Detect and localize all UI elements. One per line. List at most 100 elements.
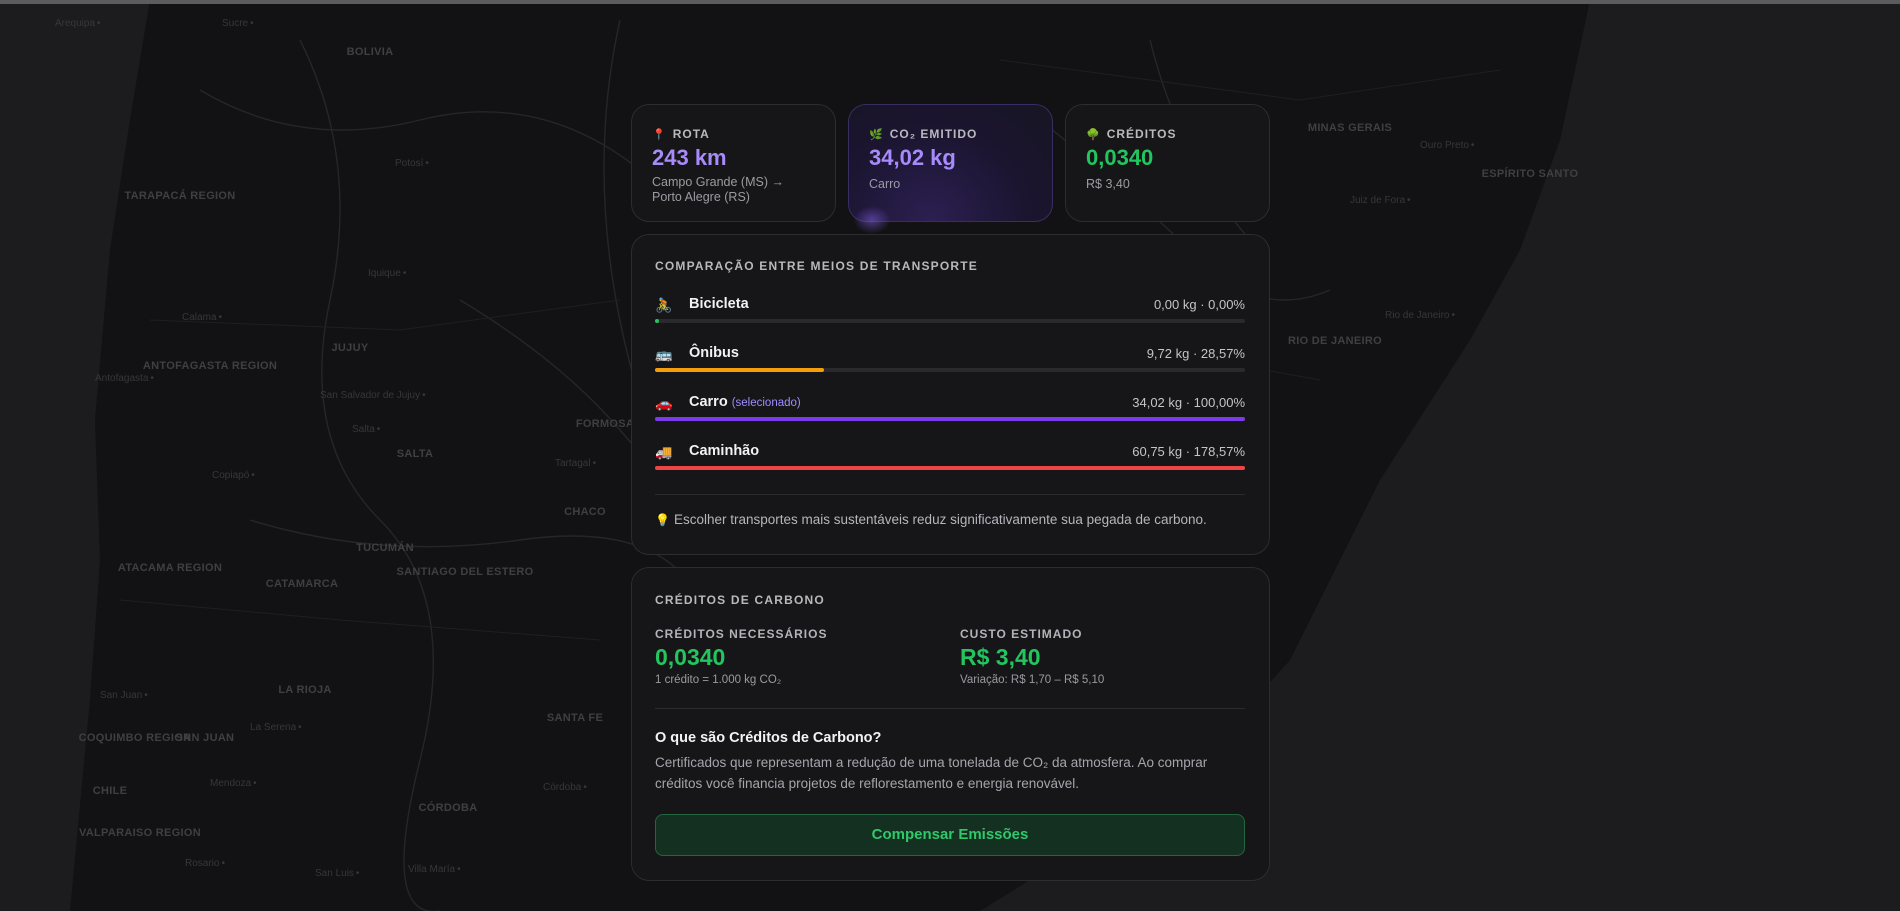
map-city-label: La Serena	[250, 722, 302, 734]
bicycle-icon: 🚴	[655, 297, 673, 313]
map-region-label: CATAMARCA	[265, 578, 339, 590]
map-region-label: ATACAMA REGION	[117, 562, 223, 574]
estimated-cost-value: R$ 3,40	[960, 644, 1041, 670]
credits-label: 🌳 CRÉDITOS	[1086, 127, 1177, 141]
map-city-label: Tartagal	[555, 458, 596, 470]
transport-mode-row[interactable]: 🚚 Caminhão 60,75 kg · 178,57%	[655, 443, 1245, 480]
map-region-label: JUJUY	[331, 342, 369, 354]
map-region-label: LA RIOJA	[278, 684, 332, 696]
map-region-label: MINAS GERAIS	[1307, 122, 1393, 134]
emission-bar-track	[655, 319, 1245, 323]
map-region-label: RIO DE JANEIRO	[1287, 335, 1383, 347]
route-label: 📍 ROTA	[652, 127, 710, 141]
leaf-icon: 🌿	[869, 129, 884, 141]
map-city-label: Córdoba	[543, 782, 587, 794]
map-city-label: San Salvador de Jujuy	[320, 390, 426, 402]
map-city-label: San Juan	[100, 690, 148, 702]
co2-value: 34,02 kg	[869, 145, 956, 170]
route-endpoints: Campo Grande (MS) → Porto Alegre (RS)	[652, 175, 784, 204]
map-top-strip	[0, 0, 1900, 4]
lightbulb-icon: 💡	[655, 513, 670, 527]
carbon-title: CRÉDITOS DE CARBONO	[655, 593, 825, 607]
bus-icon: 🚌	[655, 346, 673, 362]
map-region-label: SAN JUAN	[175, 732, 235, 744]
map-region-label: ESPÍRITO SANTO	[1481, 168, 1579, 180]
map-city-label: Salta	[352, 424, 380, 436]
map-region-label: TARAPACÁ REGION	[124, 190, 236, 202]
transport-mode-name: Caminhão	[689, 443, 760, 459]
map-region-label: COQUIMBO REGION	[78, 732, 192, 744]
emission-bar-track	[655, 466, 1245, 470]
emission-bar-track	[655, 417, 1245, 421]
emission-bar-track	[655, 368, 1245, 372]
map-city-label: Rosario	[185, 858, 225, 870]
emission-bar-fill	[655, 417, 1245, 421]
map-region-label: CHILE	[92, 785, 128, 797]
map-region-label: ANTOFAGASTA REGION	[142, 360, 278, 372]
carbon-credits-card: CRÉDITOS DE CARBONO CRÉDITOS NECESSÁRIOS…	[631, 567, 1270, 881]
estimated-cost-label: CUSTO ESTIMADO	[960, 627, 1083, 641]
comparison-divider	[655, 494, 1245, 495]
what-are-credits-title: O que são Créditos de Carbono?	[655, 730, 882, 746]
map-region-label: TUCUMÁN	[356, 542, 414, 554]
map-city-label: Calama	[182, 312, 222, 324]
tree-icon: 🌳	[1086, 129, 1101, 141]
map-region-label: VALPARAISO REGION	[78, 827, 202, 839]
route-card: 📍 ROTA 243 km Campo Grande (MS) → Porto A…	[631, 104, 836, 222]
emission-bar-fill	[655, 466, 1245, 470]
co2-card: 🌿 CO₂ EMITIDO 34,02 kg Carro	[848, 104, 1053, 222]
route-distance: 243 km	[652, 145, 727, 170]
credits-needed-value: 0,0340	[655, 644, 726, 670]
map-region-label: CÓRDOBA	[418, 802, 478, 814]
credits-cost: R$ 3,40	[1086, 177, 1130, 191]
comparison-title: COMPARAÇÃO ENTRE MEIOS DE TRANSPORTE	[655, 259, 978, 273]
map-region-label: SANTIAGO DEL ESTERO	[396, 566, 534, 578]
transport-mode-name: Ônibus	[689, 345, 739, 361]
credits-card: 🌳 CRÉDITOS 0,0340 R$ 3,40	[1065, 104, 1270, 222]
map-region-label: SANTA FE	[546, 712, 604, 724]
co2-transport: Carro	[869, 177, 901, 191]
truck-icon: 🚚	[655, 444, 673, 460]
map-region-label: CHACO	[564, 506, 606, 518]
map-region-label: FORMOSA	[575, 418, 635, 430]
map-city-label: San Luis	[315, 868, 359, 880]
pin-icon: 📍	[652, 129, 667, 141]
map-city-label: Juiz de Fora	[1350, 195, 1411, 207]
co2-label: 🌿 CO₂ EMITIDO	[869, 127, 978, 141]
selection-glow	[853, 206, 891, 234]
transport-mode-row[interactable]: 🚌 Ônibus 9,72 kg · 28,57%	[655, 345, 1245, 382]
transport-mode-emission: 9,72 kg · 28,57%	[1146, 346, 1245, 361]
map-city-label: Potosí	[395, 158, 429, 170]
map-city-label: Antofagasta	[95, 373, 154, 385]
map-region-label: SALTA	[396, 448, 434, 460]
carbon-divider	[655, 708, 1245, 709]
transport-mode-row[interactable]: 🚴 Bicicleta 0,00 kg · 0,00%	[655, 296, 1245, 333]
selected-tag: (selecionado)	[731, 397, 801, 409]
transport-mode-emission: 60,75 kg · 178,57%	[1132, 444, 1245, 459]
sustainability-tip: 💡 Escolher transportes mais sustentáveis …	[655, 512, 1207, 527]
credits-value: 0,0340	[1086, 145, 1154, 170]
car-icon: 🚗	[655, 395, 673, 411]
map-city-label: Mendoza	[210, 778, 257, 790]
what-are-credits-text: Certificados que representam a redução d…	[655, 755, 1208, 791]
credit-conversion-note: 1 crédito = 1.000 kg CO₂	[655, 674, 782, 686]
cost-range-note: Variação: R$ 1,70 – R$ 5,10	[960, 674, 1105, 686]
credits-needed-label: CRÉDITOS NECESSÁRIOS	[655, 627, 828, 641]
emission-bar-fill	[655, 368, 824, 372]
map-city-label: Iquique	[368, 268, 406, 280]
transport-comparison-card: COMPARAÇÃO ENTRE MEIOS DE TRANSPORTE 🚴 Bi…	[631, 234, 1270, 555]
transport-mode-emission: 0,00 kg · 0,00%	[1153, 297, 1245, 312]
transport-mode-row[interactable]: 🚗 Carro (selecionado) 34,02 kg · 100,00%	[655, 394, 1245, 431]
map-city-label: Rio de Janeiro	[1385, 310, 1455, 322]
offset-emissions-button[interactable]: Compensar Emissões	[655, 814, 1245, 856]
map-region-label: BOLIVIA	[346, 46, 394, 58]
transport-mode-emission: 34,02 kg · 100,00%	[1132, 395, 1245, 410]
map-city-label: Villa María	[408, 864, 461, 876]
transport-mode-name: Bicicleta	[689, 296, 749, 312]
map-city-label: Ouro Preto	[1420, 140, 1474, 152]
map-city-label: Sucre	[222, 18, 254, 30]
map-city-label: Arequipa	[55, 18, 101, 30]
map-city-label: Copiapó	[212, 470, 255, 482]
transport-mode-name: Carro (selecionado)	[689, 394, 801, 410]
emission-bar-fill	[655, 319, 659, 323]
